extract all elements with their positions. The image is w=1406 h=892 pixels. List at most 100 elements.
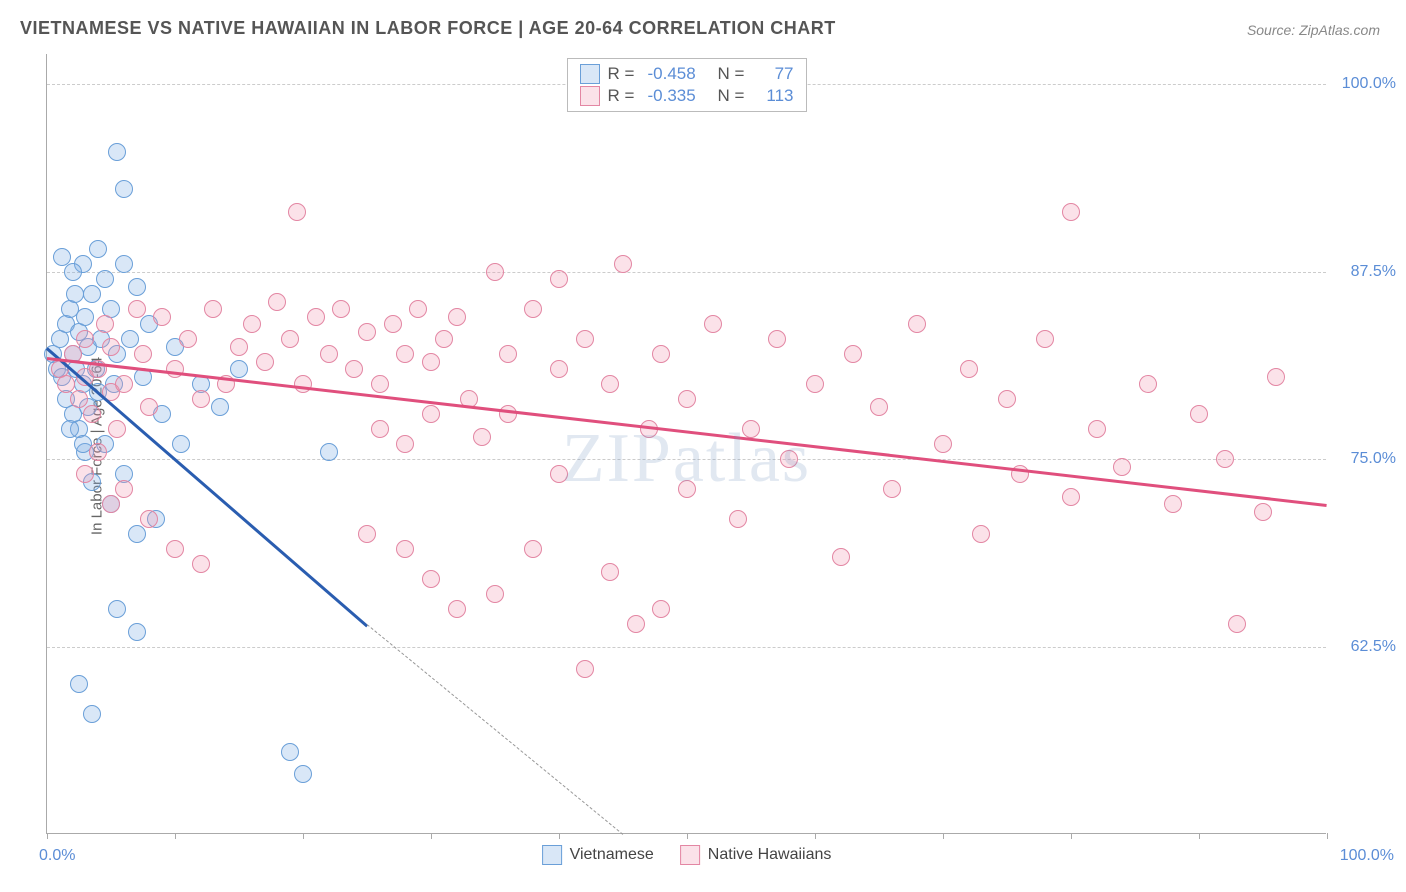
data-point [115, 480, 133, 498]
data-point [102, 338, 120, 356]
legend-n-value: 113 [758, 86, 794, 106]
x-tick [815, 833, 816, 839]
data-point [128, 300, 146, 318]
x-tick [175, 833, 176, 839]
data-point [115, 180, 133, 198]
data-point [128, 623, 146, 641]
data-point [172, 435, 190, 453]
data-point [704, 315, 722, 333]
data-point [61, 420, 79, 438]
data-point [76, 465, 94, 483]
data-point [524, 300, 542, 318]
data-point [768, 330, 786, 348]
data-point [1036, 330, 1054, 348]
legend-n-label: N = [718, 86, 750, 106]
x-tick [559, 833, 560, 839]
data-point [448, 308, 466, 326]
data-point [576, 330, 594, 348]
data-point [83, 285, 101, 303]
data-point [806, 375, 824, 393]
data-point [134, 345, 152, 363]
data-point [256, 353, 274, 371]
data-point [1190, 405, 1208, 423]
data-point [371, 375, 389, 393]
data-point [294, 765, 312, 783]
data-point [550, 465, 568, 483]
data-point [57, 375, 75, 393]
data-point [166, 540, 184, 558]
data-point [601, 563, 619, 581]
data-point [66, 285, 84, 303]
data-point [1267, 368, 1285, 386]
data-point [960, 360, 978, 378]
legend-n-label: N = [718, 64, 750, 84]
data-point [576, 660, 594, 678]
data-point [1088, 420, 1106, 438]
y-tick-label: 87.5% [1336, 263, 1396, 281]
data-point [89, 443, 107, 461]
data-point [96, 315, 114, 333]
data-point [1254, 503, 1272, 521]
data-point [396, 345, 414, 363]
legend-r-label: R = [608, 86, 640, 106]
data-point [243, 315, 261, 333]
legend-swatch [580, 64, 600, 84]
data-point [1113, 458, 1131, 476]
x-axis-min-label: 0.0% [39, 847, 75, 865]
data-point [844, 345, 862, 363]
legend-swatch [680, 845, 700, 865]
data-point [550, 360, 568, 378]
data-point [281, 330, 299, 348]
data-point [486, 585, 504, 603]
legend-series-label: Vietnamese [570, 846, 654, 864]
legend-swatch [580, 86, 600, 106]
data-point [121, 330, 139, 348]
data-point [396, 435, 414, 453]
data-point [601, 375, 619, 393]
data-point [396, 540, 414, 558]
data-point [332, 300, 350, 318]
data-point [371, 420, 389, 438]
data-point [652, 345, 670, 363]
data-point [870, 398, 888, 416]
data-point [76, 330, 94, 348]
data-point [108, 143, 126, 161]
data-point [307, 308, 325, 326]
data-point [883, 480, 901, 498]
data-point [1139, 375, 1157, 393]
data-point [230, 338, 248, 356]
data-point [179, 330, 197, 348]
data-point [70, 675, 88, 693]
data-point [268, 293, 286, 311]
data-point [550, 270, 568, 288]
data-point [192, 555, 210, 573]
data-point [934, 435, 952, 453]
data-point [320, 443, 338, 461]
data-point [499, 345, 517, 363]
data-point [448, 600, 466, 618]
legend-r-value: -0.335 [648, 86, 710, 106]
legend-stat-row: R =-0.458N =77 [580, 63, 794, 85]
data-point [614, 255, 632, 273]
legend-series-item: Native Hawaiians [680, 845, 832, 865]
gridline-h [47, 272, 1326, 273]
data-point [294, 375, 312, 393]
data-point [115, 375, 133, 393]
y-tick-label: 62.5% [1336, 638, 1396, 656]
data-point [729, 510, 747, 528]
data-point [211, 398, 229, 416]
data-point [83, 705, 101, 723]
correlation-legend: R =-0.458N =77R = -0.335 N = 113 [567, 58, 807, 112]
data-point [76, 308, 94, 326]
data-point [192, 390, 210, 408]
data-point [115, 255, 133, 273]
data-point [89, 240, 107, 258]
data-point [972, 525, 990, 543]
data-point [422, 353, 440, 371]
data-point [70, 390, 88, 408]
data-point [102, 495, 120, 513]
x-tick [943, 833, 944, 839]
legend-swatch [542, 845, 562, 865]
data-point [153, 308, 171, 326]
data-point [473, 428, 491, 446]
